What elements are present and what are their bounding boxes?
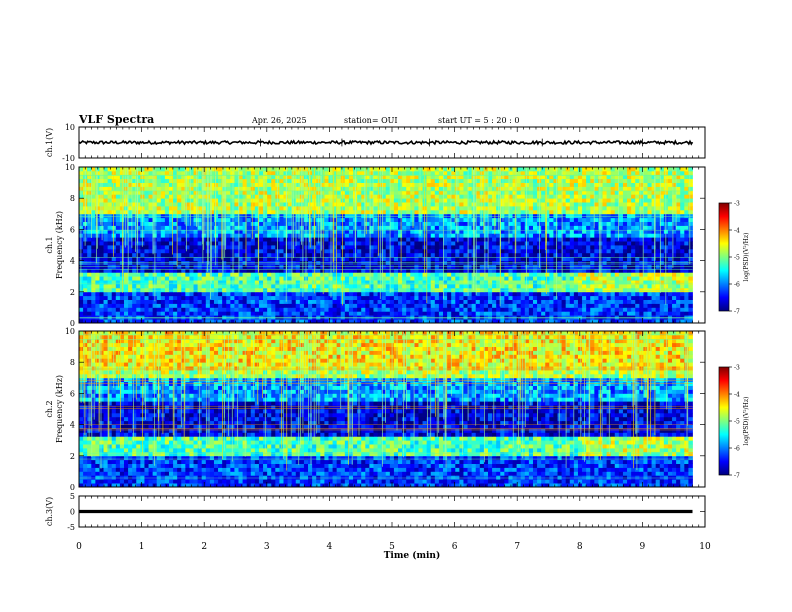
xaxis-label: Time (min): [384, 550, 441, 561]
xtick-label: 3: [264, 542, 270, 552]
ch1-waveform-ytick-label: -10: [62, 154, 75, 163]
colorbar-tick-label: -6: [734, 446, 740, 453]
ch2-spectrogram-ytick-label: 4: [70, 421, 75, 430]
ch1-spectrogram-colorbar: -3 -4 -5 -6 -7 log(PSD)(V²/Hz): [718, 201, 750, 316]
ch2-spectrogram-ytick-label: 10: [65, 327, 75, 336]
colorbar-tick-label: -4: [734, 228, 740, 235]
start-time-label: start UT = 5 : 20 : 0: [438, 116, 520, 125]
ch2-spectrogram-cells: [79, 331, 693, 488]
colorbar-tick-label: -6: [734, 282, 740, 289]
ch3-waveform-ytick-label: 0: [70, 508, 75, 517]
ch2-spectrogram-ytick-label: 0: [70, 483, 75, 492]
ch3-waveform-ylabel: ch.3(V): [45, 497, 54, 526]
xtick-label: 4: [327, 542, 333, 552]
xtick-label: 5: [389, 542, 395, 552]
colorbar-tick-label: -7: [734, 473, 740, 480]
station-label: station= OUI: [344, 116, 398, 125]
xtick-label: 6: [452, 542, 458, 552]
ch1-waveform-ylabel: ch.1(V): [45, 128, 54, 157]
ch1-spectrogram-panel: 0 2 4 6 8 10 ch.1 Frequency (kHz): [45, 163, 706, 328]
ch1-spectrogram-ytick-label: 10: [65, 163, 75, 172]
xtick-label: 0: [76, 542, 82, 552]
ch1-spectrogram-ytick-label: 2: [70, 288, 75, 297]
colorbar-label: log(PSD)(V²/Hz): [743, 233, 750, 282]
xtick-label: 9: [640, 542, 646, 552]
ch3-waveform-ytick-label: -5: [67, 523, 75, 532]
colorbar-label: log(PSD)(V²/Hz): [743, 397, 750, 446]
ch1-spectrogram-ytick-label: 4: [70, 257, 75, 266]
ch1-spectrogram-ytick-label: 8: [70, 194, 75, 203]
ch2-spectrogram-colorbar: -3 -4 -5 -6 -7 log(PSD)(V²/Hz): [718, 365, 750, 480]
date-label: Apr. 26, 2025: [252, 116, 307, 125]
ch2-spectrogram-ylabel: Frequency (kHz): [55, 375, 64, 443]
ch1-spectrogram-ylabel: ch.1: [45, 236, 54, 253]
ch2-spectrogram-ytick-label: 6: [70, 389, 75, 398]
colorbar-tick-label: -7: [734, 309, 740, 316]
colorbar-tick-label: -3: [734, 365, 740, 372]
xtick-label: 7: [514, 542, 520, 552]
ch3-waveform-ytick-label: 5: [70, 492, 75, 501]
colorbar-tick-label: -5: [734, 419, 740, 426]
ch1-spectrogram-ytick-label: 0: [70, 319, 75, 328]
ch1-spectrogram-ytick-label: 6: [70, 225, 75, 234]
ch3-waveform-panel: 5 0 -5 ch.3(V): [45, 492, 706, 532]
ch1-waveform-panel: 10 -10 ch.1(V): [45, 123, 706, 163]
ch2-spectrogram-ytick-label: 8: [70, 358, 75, 367]
ch1-spectrogram-ylabel: Frequency (kHz): [55, 211, 64, 279]
xtick-label: 2: [201, 542, 207, 552]
chart-title: VLF Spectra: [79, 113, 155, 126]
ch1-waveform-trace: [78, 139, 694, 146]
xtick-label: 1: [139, 542, 145, 552]
ch1-waveform-ytick-label: 10: [65, 123, 75, 132]
ch2-spectrogram-ytick-label: 2: [70, 452, 75, 461]
xtick-label: 10: [699, 542, 711, 552]
ch2-spectrogram-ylabel: ch.2: [45, 400, 54, 417]
colorbar-tick-label: -5: [734, 255, 740, 262]
xtick-label: 8: [577, 542, 583, 552]
colorbar-tick-label: -3: [734, 201, 740, 208]
ch1-spectrogram-cells: [79, 167, 693, 324]
colorbar-tick-label: -4: [734, 392, 740, 399]
ch2-spectrogram-panel: 0 2 4 6 8 10 ch.2 Frequency (kHz): [45, 327, 706, 492]
